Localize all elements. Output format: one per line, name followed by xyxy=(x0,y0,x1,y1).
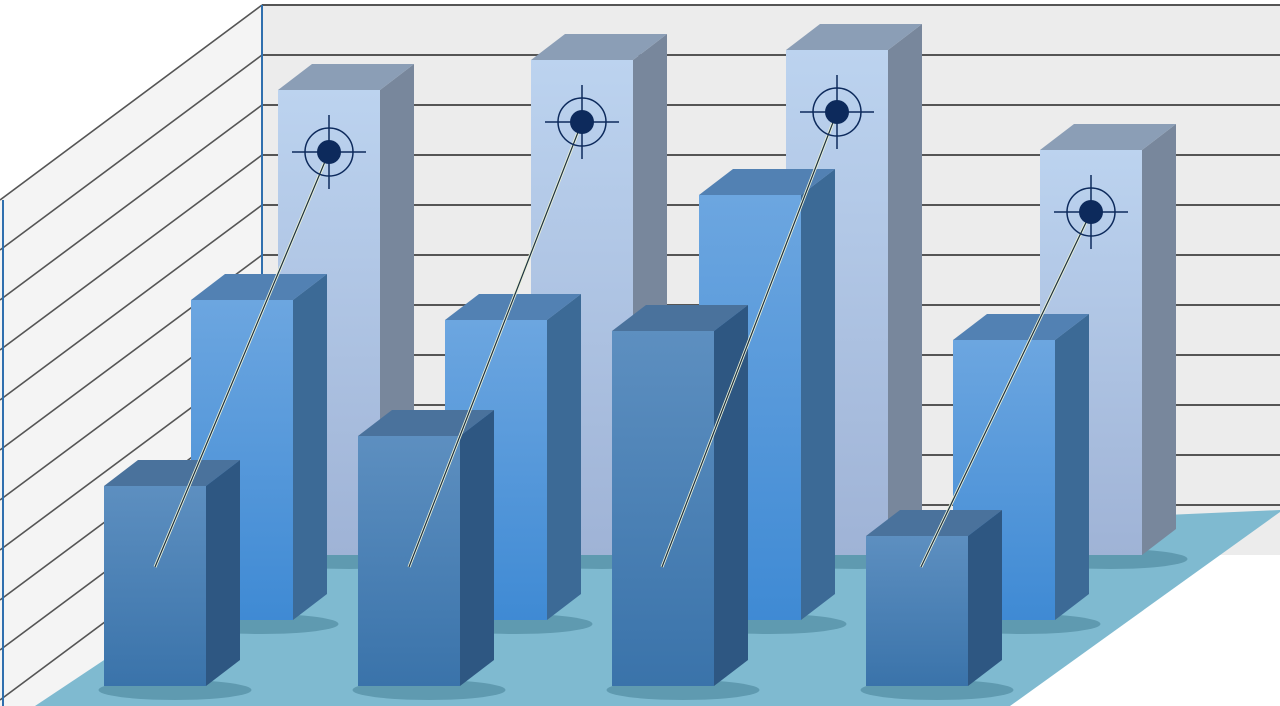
bar-side xyxy=(888,24,922,555)
bar xyxy=(860,510,1014,700)
target-icon-dot xyxy=(570,110,594,134)
bar-side xyxy=(1055,314,1089,620)
side-gridline xyxy=(0,104,263,301)
bar-side xyxy=(714,305,748,686)
bar-side xyxy=(1142,124,1176,555)
bar-front xyxy=(866,536,968,686)
bar-top xyxy=(699,169,835,195)
target-icon-dot xyxy=(825,100,849,124)
target-marker xyxy=(407,85,619,568)
bars xyxy=(98,24,1188,700)
side-gridline xyxy=(0,4,263,201)
bar xyxy=(352,410,506,700)
bar-top xyxy=(278,64,414,90)
bar-side xyxy=(801,169,835,620)
bar-side xyxy=(206,460,240,686)
pointer-line xyxy=(408,121,583,568)
bar-top xyxy=(786,24,922,50)
bar-top xyxy=(358,410,494,436)
bar-top xyxy=(531,34,667,60)
side-gridline xyxy=(0,154,263,351)
bar-top xyxy=(104,460,240,486)
bar-top xyxy=(1040,124,1176,150)
pointer-line xyxy=(920,211,1092,568)
bar-side xyxy=(547,294,581,620)
bar-top xyxy=(866,510,1002,536)
bar-side xyxy=(460,410,494,686)
bar-front xyxy=(104,486,206,686)
bar xyxy=(439,294,593,634)
side-gridline xyxy=(0,54,263,251)
bar xyxy=(98,460,252,700)
bar-top xyxy=(953,314,1089,340)
bar-side xyxy=(968,510,1002,686)
pointer-line xyxy=(661,111,838,568)
bar-side xyxy=(293,274,327,620)
bar-top xyxy=(445,294,581,320)
bar-front xyxy=(612,331,714,686)
bar-top xyxy=(191,274,327,300)
target-marker xyxy=(153,115,366,568)
bar xyxy=(606,305,760,700)
target-icon-dot xyxy=(317,140,341,164)
bar-top xyxy=(612,305,748,331)
target-icon-dot xyxy=(1079,200,1103,224)
side-gridline xyxy=(0,204,263,401)
pointer-line xyxy=(154,151,330,568)
target-marker xyxy=(660,75,874,568)
target-marker xyxy=(919,175,1128,568)
